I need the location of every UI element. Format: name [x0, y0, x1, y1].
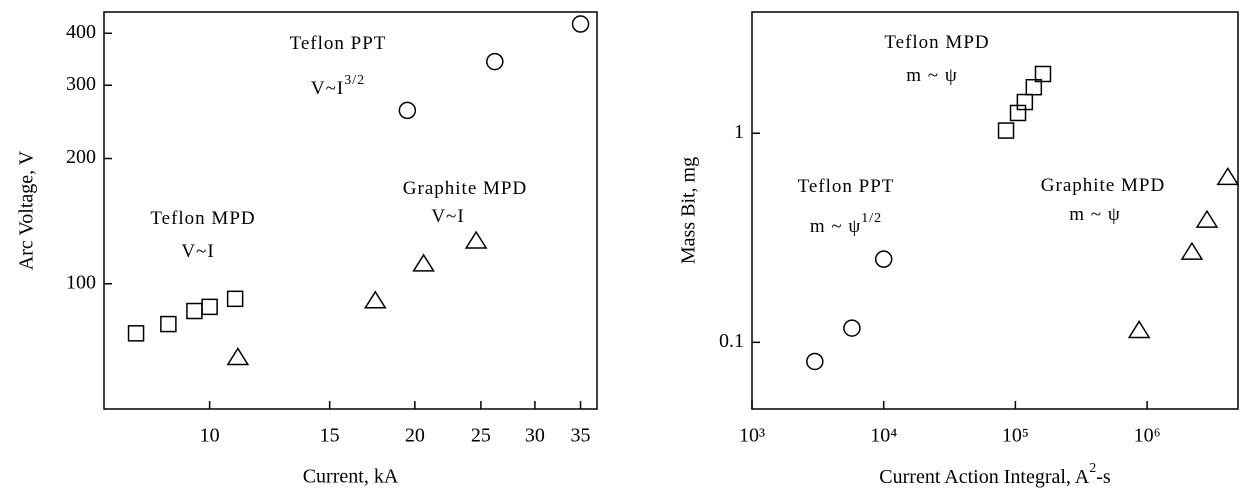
annotation-text: V~I [181, 241, 214, 262]
annotation: m ~ ψ [906, 65, 957, 86]
annotation-text: Graphite MPD [1041, 175, 1165, 196]
y-tick-label: 1 [734, 121, 744, 143]
square-marker [1025, 78, 1043, 96]
annotation: m ~ ψ [1069, 204, 1120, 225]
x-tick-label: 25 [471, 425, 491, 447]
square-marker [160, 315, 177, 333]
annotation-sup: 3/2 [344, 73, 365, 88]
square-marker [1016, 93, 1034, 111]
annotation: Teflon PPT [798, 176, 895, 197]
x-axis-label-after: -s [1096, 466, 1111, 488]
square-marker [127, 325, 145, 342]
y-tick-label: 0.1 [719, 330, 744, 352]
annotation: Graphite MPD [1041, 175, 1165, 196]
triangle-marker [412, 253, 435, 272]
annotation-sup: 1/2 [861, 211, 882, 226]
x-tick-label: 35 [571, 425, 591, 447]
triangle-marker [464, 230, 488, 249]
square-marker [1034, 65, 1052, 83]
y-axis-label: Mass Bit, mg [678, 157, 700, 264]
annotation: V~I [431, 206, 464, 227]
annotation-text: m ~ ψ [810, 216, 861, 237]
circle-marker [571, 15, 590, 33]
annotation: V~I [181, 241, 214, 262]
plot-frame [103, 11, 598, 410]
x-tick-label: 10⁵ [1002, 425, 1029, 447]
circle-marker [843, 319, 861, 337]
triangle-marker [1195, 209, 1219, 228]
annotation: Graphite MPD [403, 178, 527, 199]
annotation-text: Graphite MPD [403, 178, 527, 199]
annotation-text: Teflon MPD [884, 32, 989, 53]
annotation-text: m ~ ψ [1069, 204, 1120, 225]
annotation: m ~ ψ1/2 [810, 211, 882, 237]
circle-marker [806, 352, 824, 371]
y-tick-label: 400 [66, 21, 96, 43]
circle-marker [398, 101, 417, 120]
annotation-text: Teflon PPT [290, 33, 387, 54]
plot-frame [751, 11, 1239, 410]
x-tick-label: 10 [200, 425, 220, 447]
square-marker [997, 122, 1015, 139]
y-tick-label: 200 [66, 146, 96, 168]
x-tick-label: 10⁴ [870, 425, 897, 447]
square-marker [226, 290, 244, 308]
x-axis-label: Current, kA [303, 466, 399, 488]
annotation: Teflon MPD [150, 208, 255, 229]
y-tick-label: 100 [66, 271, 96, 293]
x-tick-label: 15 [320, 425, 340, 447]
annotation: Teflon MPD [884, 32, 989, 53]
triangle-marker [1127, 320, 1151, 339]
annotation: Teflon PPT [290, 33, 387, 54]
x-axis-label-text: Current Action Integral, A [879, 466, 1090, 488]
square-marker [201, 298, 218, 316]
triangle-marker [1216, 166, 1240, 186]
square-marker [186, 302, 203, 320]
annotation-text: V~I [311, 78, 344, 99]
x-tick-label: 10⁶ [1134, 425, 1161, 447]
triangle-marker [226, 347, 250, 366]
circle-marker [486, 52, 504, 71]
triangle-marker [363, 290, 387, 309]
annotation-text: m ~ ψ [906, 65, 957, 86]
x-tick-label: 30 [525, 425, 545, 447]
x-axis-label-sup: 2 [1089, 461, 1096, 476]
x-tick-label: 20 [405, 425, 425, 447]
circle-marker [874, 250, 893, 268]
annotation-text: V~I [431, 206, 464, 227]
triangle-marker [1180, 241, 1204, 260]
y-axis-label: Arc Voltage, V [16, 150, 38, 270]
annotation-text: Teflon MPD [150, 208, 255, 229]
x-tick-label: 10³ [739, 425, 765, 447]
x-axis-label: Current Action Integral, A2-s [879, 461, 1111, 487]
annotation: V~I3/2 [311, 73, 365, 99]
annotation-text: Teflon PPT [798, 176, 895, 197]
y-tick-label: 300 [66, 73, 96, 95]
